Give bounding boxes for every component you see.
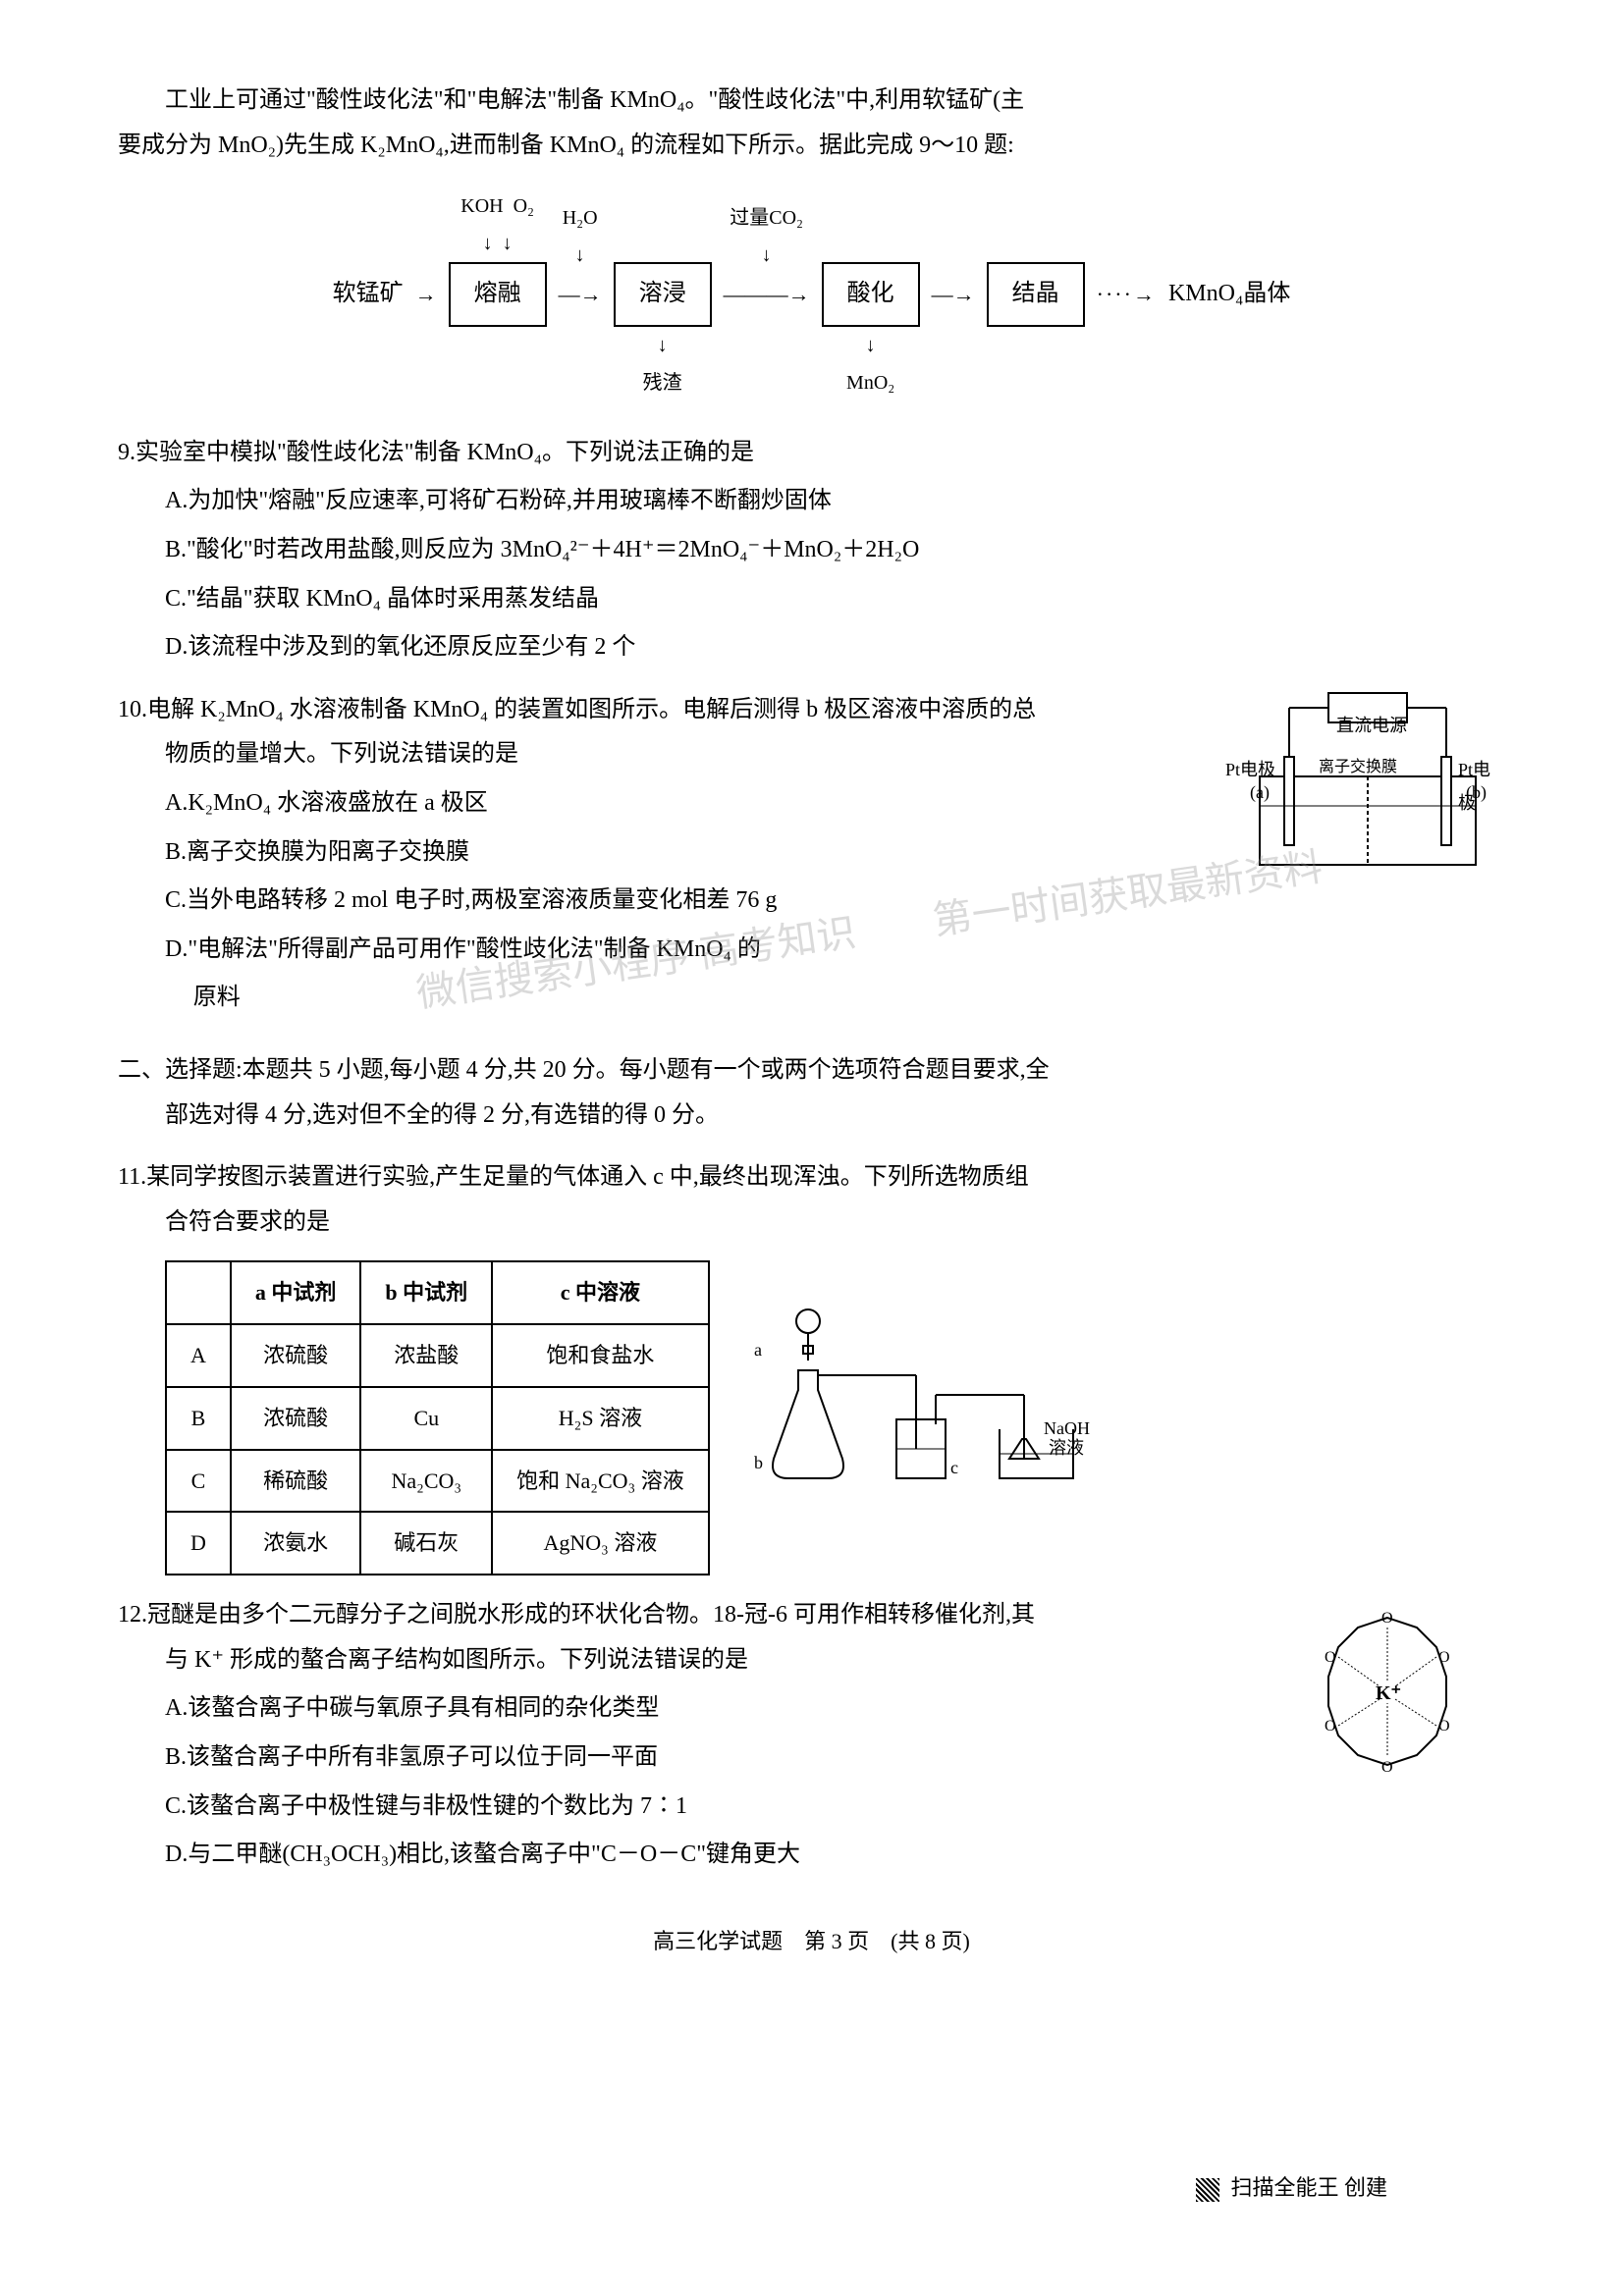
o2-label: O₂ bbox=[514, 195, 534, 217]
table-cell: 浓硫酸 bbox=[231, 1387, 361, 1450]
question-9: 9.实验室中模拟"酸性歧化法"制备 KMnO₄。下列说法正确的是 A.为加快"熔… bbox=[118, 431, 1505, 670]
membrane-label: 离子交换膜 bbox=[1319, 753, 1397, 782]
table-header: a 中试剂 bbox=[231, 1261, 361, 1324]
q9-option-d: D.该流程中涉及到的氧化还原反应至少有 2 个 bbox=[165, 625, 1505, 670]
intro-paragraph: 工业上可通过"酸性歧化法"和"电解法"制备 KMnO₄。"酸性歧化法"中,利用软… bbox=[118, 79, 1505, 168]
step2-box: 溶浸 bbox=[614, 262, 712, 327]
table-cell: B bbox=[166, 1387, 231, 1450]
svg-text:NaOH: NaOH bbox=[1044, 1418, 1090, 1438]
q9-option-a: A.为加快"熔融"反应速率,可将矿石粉碎,并用玻璃棒不断翻炒固体 bbox=[165, 479, 1505, 524]
svg-text:c: c bbox=[950, 1458, 958, 1477]
q11-table: a 中试剂 b 中试剂 c 中溶液 A 浓硫酸 浓盐酸 饱和食盐水 B 浓硫酸 … bbox=[165, 1260, 710, 1575]
q9-option-c: C."结晶"获取 KMnO₄ 晶体时采用蒸发结晶 bbox=[165, 577, 1505, 622]
svg-text:a: a bbox=[754, 1340, 762, 1360]
table-row: A 浓硫酸 浓盐酸 饱和食盐水 bbox=[166, 1324, 709, 1387]
svg-text:O: O bbox=[1325, 1649, 1336, 1666]
table-cell: C bbox=[166, 1450, 231, 1513]
svg-text:O: O bbox=[1325, 1718, 1336, 1735]
q11-stem1: 11.某同学按图示装置进行实验,产生足量的气体通入 c 中,最终出现浑浊。下列所… bbox=[118, 1155, 1505, 1201]
table-row: D 浓氨水 碱石灰 AgNO₃ 溶液 bbox=[166, 1512, 709, 1575]
flow-input: 软锰矿 bbox=[333, 272, 404, 317]
residue-label: 残渣 bbox=[643, 372, 682, 394]
power-label: 直流电源 bbox=[1336, 709, 1407, 742]
step4-box: 结晶 bbox=[987, 262, 1085, 327]
table-cell: 浓氨水 bbox=[231, 1512, 361, 1575]
flowchart: 软锰矿 → KOH O₂↓ ↓ 熔融 H₂O↓ —→ 溶浸 ↓残渣 过量CO₂↓… bbox=[118, 187, 1505, 401]
table-header bbox=[166, 1261, 231, 1324]
q12-option-d: D.与二甲醚(CH₃OCH₃)相比,该螯合离子中"C－O－C"键角更大 bbox=[165, 1833, 1505, 1878]
q9-option-b: B."酸化"时若改用盐酸,则反应为 3MnO₄²⁻＋4H⁺＝2MnO₄⁻＋MnO… bbox=[165, 528, 1505, 573]
table-cell: 饱和 Na₂CO₃ 溶液 bbox=[492, 1450, 709, 1513]
electrolysis-diagram: 直流电源 Pt电极 Pt电极 (a) (b) 离子交换膜 bbox=[1230, 688, 1505, 895]
q9-stem: 9.实验室中模拟"酸性歧化法"制备 KMnO₄。下列说法正确的是 bbox=[118, 431, 1505, 476]
svg-text:O: O bbox=[1381, 1610, 1393, 1627]
scan-watermark: 扫描全能王 创建 bbox=[1196, 2167, 1387, 2209]
footer-text: 高三化学试题 第 3 页 (共 8 页) bbox=[653, 1929, 970, 1953]
arrow-icon: —→ bbox=[547, 274, 614, 315]
dots-arrow-icon: ····→ bbox=[1085, 274, 1168, 315]
table-cell: Cu bbox=[360, 1387, 492, 1450]
page-footer: 高三化学试题 第 3 页 (共 8 页) bbox=[118, 1921, 1505, 1962]
mno2-label: MnO₂ bbox=[846, 372, 894, 394]
h2o-label: H₂O bbox=[563, 207, 598, 229]
scan-text: 扫描全能王 创建 bbox=[1230, 2175, 1387, 2200]
table-cell: 饱和食盐水 bbox=[492, 1324, 709, 1387]
q10-option-d2: 原料 bbox=[165, 976, 1505, 1021]
b-label: (b) bbox=[1466, 775, 1487, 809]
svg-text:b: b bbox=[754, 1453, 763, 1472]
co2-label: 过量CO₂ bbox=[730, 207, 803, 229]
table-cell: 浓盐酸 bbox=[360, 1324, 492, 1387]
q11-stem2: 合符合要求的是 bbox=[118, 1201, 1505, 1246]
table-row: C 稀硫酸 Na₂CO₃ 饱和 Na₂CO₃ 溶液 bbox=[166, 1450, 709, 1513]
svg-text:K⁺: K⁺ bbox=[1376, 1682, 1401, 1704]
table-cell: Na₂CO₃ bbox=[360, 1450, 492, 1513]
arrow-icon: ———→ bbox=[712, 274, 822, 315]
table-cell: AgNO₃ 溶液 bbox=[492, 1512, 709, 1575]
step1-box: 熔融 bbox=[449, 262, 547, 327]
svg-text:O: O bbox=[1438, 1718, 1450, 1735]
section-2-header: 二、选择题:本题共 5 小题,每小题 4 分,共 20 分。每小题有一个或两个选… bbox=[118, 1048, 1505, 1138]
a-label: (a) bbox=[1250, 775, 1270, 809]
svg-text:溶液: 溶液 bbox=[1049, 1438, 1084, 1458]
crown-ether-diagram: O O O O O O K⁺ bbox=[1289, 1593, 1486, 1806]
step3-box: 酸化 bbox=[822, 262, 920, 327]
qr-icon bbox=[1196, 2178, 1219, 2202]
svg-text:O: O bbox=[1438, 1649, 1450, 1666]
koh-label: KOH bbox=[460, 195, 503, 217]
question-12: O O O O O O K⁺ 12.冠醚是由多个二元醇分子之间脱水形成的环状化合… bbox=[118, 1593, 1505, 1882]
question-11: 11.某同学按图示装置进行实验,产生足量的气体通入 c 中,最终出现浑浊。下列所… bbox=[118, 1155, 1505, 1575]
table-header: b 中试剂 bbox=[360, 1261, 492, 1324]
q10-option-d1: D."电解法"所得副产品可用作"酸性歧化法"制备 KMnO₄ 的 bbox=[165, 928, 1505, 973]
section2-line2: 部选对得 4 分,选对但不全的得 2 分,有选错的得 0 分。 bbox=[118, 1094, 1505, 1139]
table-cell: H₂S 溶液 bbox=[492, 1387, 709, 1450]
arrow-icon: → bbox=[404, 274, 449, 315]
table-cell: 稀硫酸 bbox=[231, 1450, 361, 1513]
intro-line2: 要成分为 MnO₂)先生成 K₂MnO₄,进而制备 KMnO₄ 的流程如下所示。… bbox=[118, 133, 1014, 158]
table-header-row: a 中试剂 b 中试剂 c 中溶液 bbox=[166, 1261, 709, 1324]
table-cell: 浓硫酸 bbox=[231, 1324, 361, 1387]
svg-text:O: O bbox=[1381, 1759, 1393, 1776]
table-header: c 中溶液 bbox=[492, 1261, 709, 1324]
table-cell: A bbox=[166, 1324, 231, 1387]
table-row: B 浓硫酸 Cu H₂S 溶液 bbox=[166, 1387, 709, 1450]
table-cell: 碱石灰 bbox=[360, 1512, 492, 1575]
apparatus-diagram: a b c NaOH 溶液 bbox=[749, 1302, 1103, 1534]
table-cell: D bbox=[166, 1512, 231, 1575]
intro-line1: 工业上可通过"酸性歧化法"和"电解法"制备 KMnO₄。"酸性歧化法"中,利用软… bbox=[165, 87, 1024, 113]
flow-output: KMnO₄晶体 bbox=[1168, 272, 1290, 317]
arrow-icon: —→ bbox=[920, 274, 987, 315]
section2-line1: 二、选择题:本题共 5 小题,每小题 4 分,共 20 分。每小题有一个或两个选… bbox=[118, 1048, 1505, 1094]
question-10: 直流电源 Pt电极 Pt电极 (a) (b) 离子交换膜 10.电解 K₂MnO… bbox=[118, 688, 1505, 1025]
